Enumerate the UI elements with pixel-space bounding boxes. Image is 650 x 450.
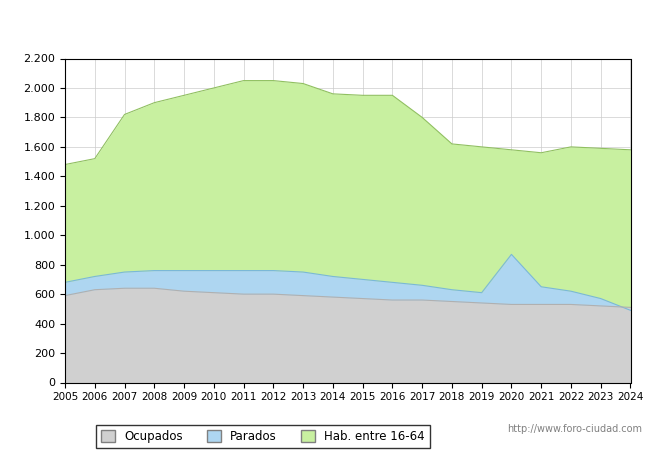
Text: Zurgena - Evolucion de la poblacion en edad de Trabajar Septiembre de 2024: Zurgena - Evolucion de la poblacion en e… — [41, 19, 609, 35]
Text: http://www.foro-ciudad.com: http://www.foro-ciudad.com — [507, 424, 642, 434]
Legend: Ocupados, Parados, Hab. entre 16-64: Ocupados, Parados, Hab. entre 16-64 — [96, 425, 430, 448]
